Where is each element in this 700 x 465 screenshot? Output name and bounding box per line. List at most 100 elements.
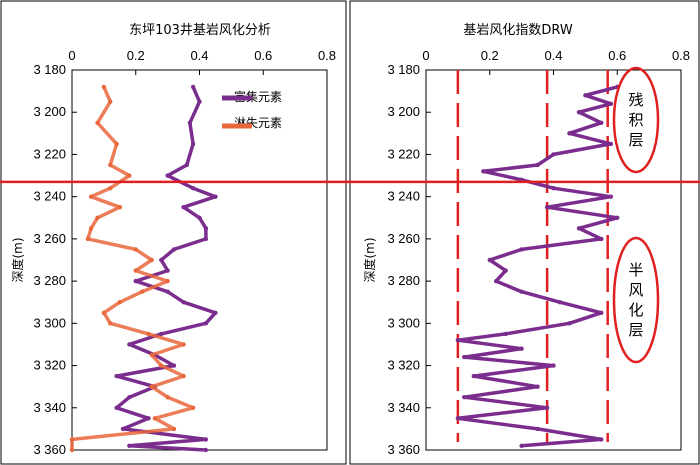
left-y-tick-label: 3 220 xyxy=(33,146,66,161)
left-series-point xyxy=(203,236,209,242)
left-series-point xyxy=(101,84,107,90)
right-series-point xyxy=(503,331,508,337)
right-series-point xyxy=(576,226,582,231)
left-series-point xyxy=(108,186,113,191)
left-x-tick-label: 0.8 xyxy=(318,48,336,63)
left-series-point xyxy=(146,416,151,421)
zone-label-0: 残积层 xyxy=(628,91,643,149)
left-series-point xyxy=(171,426,177,432)
right-series-point xyxy=(567,131,572,136)
left-series-point xyxy=(203,437,209,442)
right-series-point xyxy=(535,426,540,432)
right-series-point xyxy=(551,152,556,157)
right-series-point xyxy=(608,101,614,106)
right-y-tick-label: 3 320 xyxy=(387,358,420,373)
left-series-point xyxy=(181,205,186,210)
left-series-point xyxy=(171,363,177,368)
left-series-point xyxy=(190,405,196,410)
right-series-point xyxy=(535,384,540,389)
right-series-line-0 xyxy=(456,85,620,448)
right-series-point xyxy=(608,141,614,147)
right-series-point xyxy=(519,346,524,351)
left-series-point xyxy=(159,363,164,368)
left-series-point xyxy=(95,215,100,220)
left-series-point xyxy=(184,162,189,168)
left-plot-area xyxy=(71,69,328,451)
left-series-point xyxy=(139,289,145,294)
left-series-point xyxy=(149,352,154,358)
right-series-point xyxy=(535,162,540,168)
left-x-tick-label: 0.6 xyxy=(254,48,272,63)
right-series-point xyxy=(599,437,604,442)
left-series-point xyxy=(181,373,186,379)
left-series-point xyxy=(133,268,138,273)
right-series-point xyxy=(455,338,461,343)
left-series-point xyxy=(197,215,202,220)
left-series-point xyxy=(69,447,75,453)
right-y-tick-label: 3 220 xyxy=(387,146,420,161)
left-y-axis-label: 深度(m) xyxy=(10,237,25,282)
left-series-point xyxy=(149,257,154,263)
left-series-point xyxy=(165,278,170,284)
right-series-point xyxy=(519,443,524,448)
left-series-point xyxy=(127,173,132,178)
left-series-point xyxy=(187,120,193,125)
left-series-point xyxy=(117,205,123,210)
left-series-point xyxy=(127,395,132,400)
left-series-point xyxy=(165,289,170,294)
left-series-point xyxy=(203,226,209,231)
right-frame xyxy=(349,0,700,465)
left-y-tick-label: 3 260 xyxy=(33,231,66,246)
right-series-point xyxy=(567,321,572,326)
left-series-point xyxy=(114,405,119,410)
left-series-point xyxy=(69,437,75,442)
right-series-point xyxy=(599,236,604,242)
right-series-point xyxy=(583,93,588,98)
left-series-point xyxy=(117,300,123,305)
zone-label-1: 半风化层 xyxy=(628,261,643,339)
left-series-point xyxy=(213,310,218,315)
right-series-point xyxy=(519,247,524,252)
right-y-axis: 3 180 3 200 3 220 3 240 3 260 3 280 3 300 3 320… xyxy=(387,62,431,457)
right-y-tick-label: 3 340 xyxy=(387,400,420,415)
left-series-point xyxy=(133,278,138,284)
left-x-tick-label: 0.2 xyxy=(127,48,145,63)
right-series-point xyxy=(487,257,492,263)
left-series-group xyxy=(69,84,218,453)
left-y-tick-label: 3 360 xyxy=(33,442,66,457)
left-y-tick-label: 3 300 xyxy=(33,315,66,330)
left-series-point xyxy=(190,186,196,191)
right-y-tick-label: 3 280 xyxy=(387,273,420,288)
right-series-point xyxy=(544,405,550,410)
zone-ellipse-semi-weathered xyxy=(612,236,660,364)
left-series-point xyxy=(127,443,132,448)
right-panel-title: 基岩风化指数DRW xyxy=(463,23,573,38)
left-series-point xyxy=(114,373,119,379)
left-series-point xyxy=(108,99,113,104)
left-frame xyxy=(0,0,347,465)
left-y-tick-label: 3 280 xyxy=(33,273,66,288)
left-series-point xyxy=(203,447,209,453)
left-panel-title: 东坪103井基岩风化分析 xyxy=(129,23,271,38)
left-series-point xyxy=(181,300,186,305)
left-x-tick-label: 0 xyxy=(68,48,75,63)
right-series-point xyxy=(503,268,508,273)
left-y-tick-label: 3 240 xyxy=(33,189,66,204)
left-series-point xyxy=(101,310,107,315)
left-series-point xyxy=(146,331,151,337)
left-y-tick-label: 3 340 xyxy=(33,400,66,415)
right-series-point xyxy=(551,186,556,191)
right-series-point xyxy=(455,416,461,421)
left-series-point xyxy=(165,173,170,178)
zone-ellipse-residual xyxy=(612,66,660,174)
right-x-tick-label: 0.2 xyxy=(481,48,499,63)
left-series-line-1 xyxy=(70,86,195,450)
right-series-point xyxy=(462,354,467,360)
left-series-point xyxy=(165,395,170,400)
left-panel: 东坪103井基岩风化分析 深度(m) 0 0.2 0.4 0.6 0.8 3 1803 … xyxy=(10,23,336,457)
left-series-point xyxy=(95,120,100,125)
right-series-point xyxy=(551,363,556,368)
left-x-tick-label: 0.4 xyxy=(190,48,208,63)
left-series-point xyxy=(159,257,164,263)
